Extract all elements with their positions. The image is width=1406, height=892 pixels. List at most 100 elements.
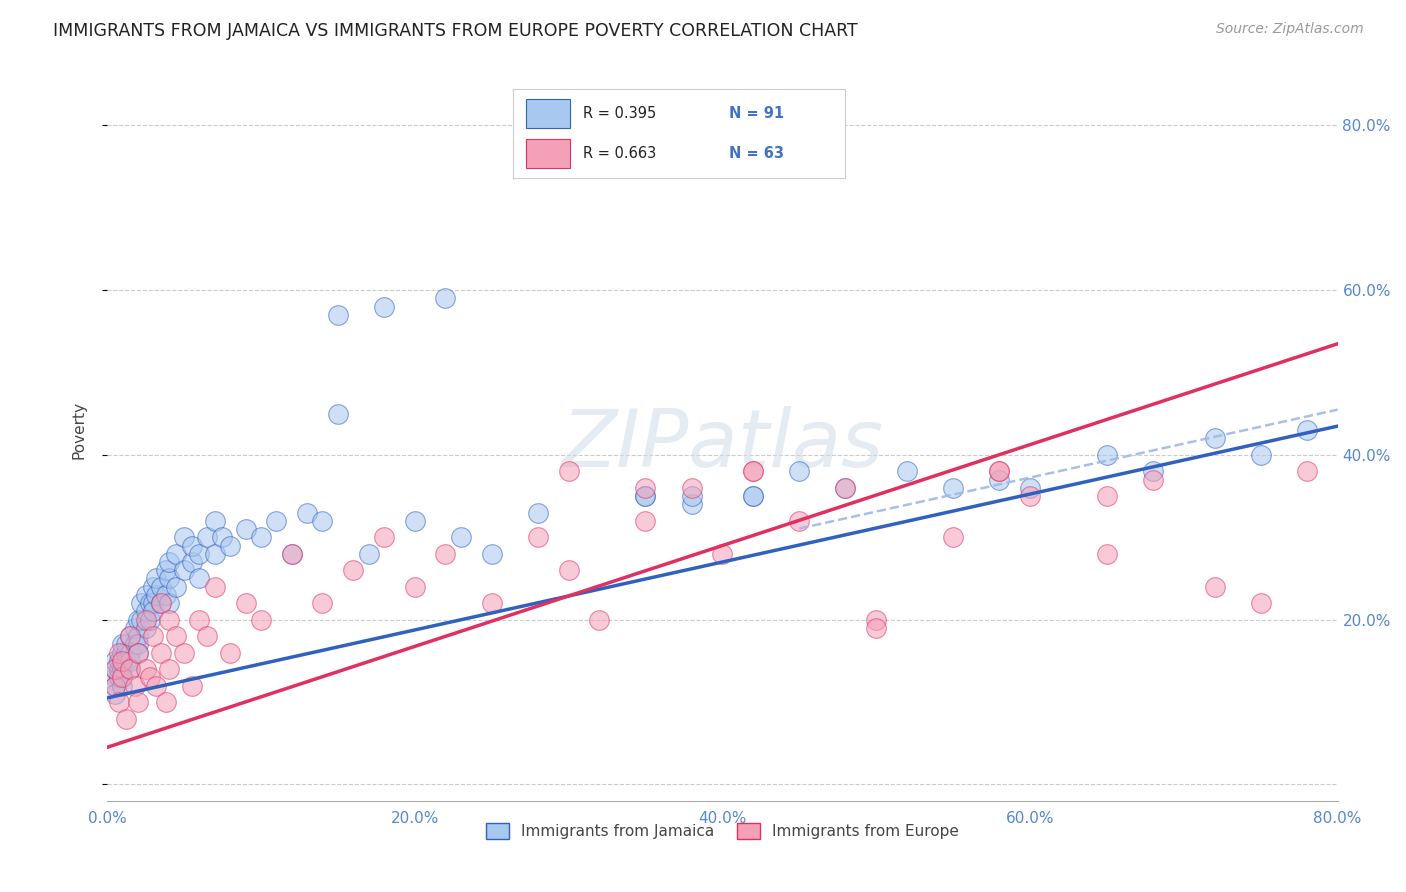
Point — [326, 308, 349, 322]
Text: Source: ZipAtlas.com: Source: ZipAtlas.com — [1216, 22, 1364, 37]
Point — [1357, 119, 1379, 133]
Point — [742, 489, 765, 503]
Point — [149, 596, 172, 610]
Point — [434, 292, 457, 306]
Point — [404, 580, 426, 594]
Point — [988, 473, 1011, 487]
Point — [481, 596, 503, 610]
Point — [188, 613, 211, 627]
Point — [450, 530, 472, 544]
Point — [127, 613, 149, 627]
Point — [342, 563, 364, 577]
Point — [157, 555, 180, 569]
Point — [188, 572, 211, 586]
Point — [195, 530, 218, 544]
Point — [104, 670, 127, 684]
Point — [173, 530, 195, 544]
Text: ZIPatlas: ZIPatlas — [561, 406, 883, 484]
Point — [326, 407, 349, 421]
Point — [111, 646, 134, 660]
Point — [155, 695, 177, 709]
Point — [188, 547, 211, 561]
Point — [311, 514, 333, 528]
Point — [219, 539, 242, 553]
Point — [1095, 448, 1118, 462]
Point — [145, 588, 167, 602]
Point — [142, 596, 165, 610]
Point — [264, 514, 287, 528]
Point — [1095, 489, 1118, 503]
Point — [104, 662, 127, 676]
Point — [120, 629, 142, 643]
Point — [111, 679, 134, 693]
Point — [108, 662, 131, 676]
Point — [711, 547, 734, 561]
Legend: Immigrants from Jamaica, Immigrants from Europe: Immigrants from Jamaica, Immigrants from… — [479, 817, 965, 845]
Point — [373, 300, 395, 314]
Point — [120, 654, 142, 668]
Point — [165, 580, 187, 594]
Point — [235, 522, 257, 536]
Point — [120, 662, 142, 676]
Point — [211, 530, 233, 544]
Point — [280, 547, 302, 561]
Point — [139, 670, 162, 684]
Point — [357, 547, 380, 561]
Point — [120, 646, 142, 660]
Point — [157, 596, 180, 610]
Point — [588, 613, 610, 627]
Point — [250, 613, 273, 627]
Point — [1204, 580, 1226, 594]
Point — [104, 679, 127, 693]
Point — [195, 629, 218, 643]
Point — [139, 613, 162, 627]
Point — [108, 646, 131, 660]
Point — [250, 530, 273, 544]
Point — [127, 637, 149, 651]
Point — [155, 563, 177, 577]
Point — [219, 646, 242, 660]
Point — [104, 662, 127, 676]
Point — [114, 646, 136, 660]
Point — [1295, 423, 1317, 437]
Point — [1095, 547, 1118, 561]
Point — [114, 637, 136, 651]
Point — [114, 654, 136, 668]
Point — [111, 654, 134, 668]
Point — [834, 481, 856, 495]
Point — [942, 481, 965, 495]
Point — [1250, 596, 1272, 610]
Point — [157, 572, 180, 586]
Point — [135, 613, 157, 627]
Point — [129, 596, 152, 610]
Point — [896, 465, 918, 479]
Point — [157, 662, 180, 676]
Point — [787, 465, 810, 479]
Point — [204, 514, 226, 528]
Point — [157, 613, 180, 627]
Point — [834, 481, 856, 495]
Point — [404, 514, 426, 528]
Point — [557, 563, 579, 577]
Point — [135, 588, 157, 602]
Point — [165, 547, 187, 561]
Point — [180, 679, 202, 693]
Point — [111, 670, 134, 684]
Point — [526, 530, 548, 544]
Point — [124, 679, 146, 693]
Point — [108, 695, 131, 709]
Point — [634, 481, 657, 495]
Point — [111, 654, 134, 668]
Point — [865, 621, 887, 635]
Point — [135, 662, 157, 676]
Point — [135, 621, 157, 635]
Point — [634, 489, 657, 503]
Point — [526, 506, 548, 520]
Point — [204, 547, 226, 561]
Point — [111, 637, 134, 651]
Point — [104, 687, 127, 701]
Point — [204, 580, 226, 594]
Point — [681, 489, 703, 503]
Point — [135, 604, 157, 618]
Point — [787, 514, 810, 528]
